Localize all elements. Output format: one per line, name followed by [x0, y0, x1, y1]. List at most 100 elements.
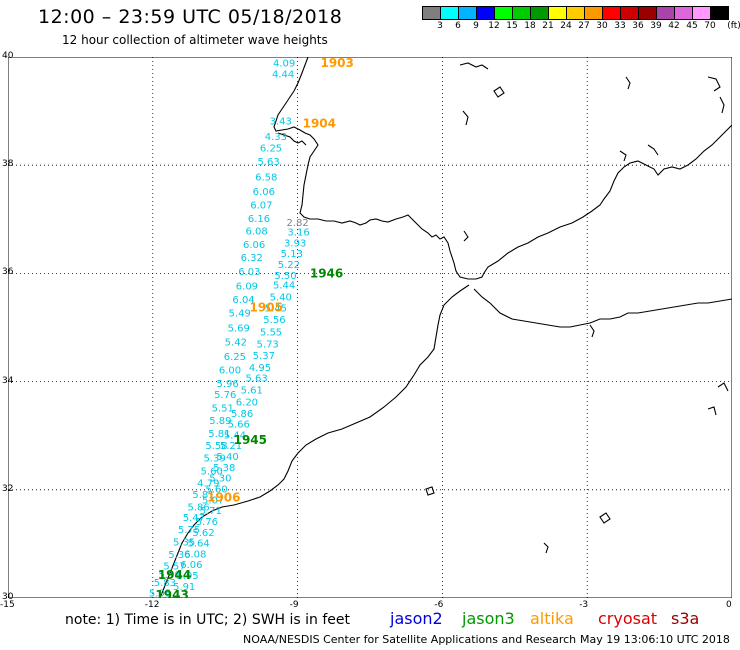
island-13: [717, 382, 729, 392]
wave-height-value: 5.62: [192, 528, 214, 539]
colorbar-label: 30: [596, 21, 608, 31]
island-15: [589, 324, 595, 338]
wave-height-value: 4.09: [273, 59, 295, 70]
island-11: [543, 542, 549, 554]
colorbar-swatch: [638, 6, 657, 20]
credit-line: NOAA/NESDIS Center for Satellite Applica…: [243, 633, 577, 646]
wave-height-value: 5.81: [192, 490, 214, 501]
wave-height-value: 5.42: [225, 337, 247, 348]
wave-height-value: 5.96: [216, 379, 238, 390]
colorbar-label: 12: [488, 21, 500, 31]
colorbar-swatch: [602, 6, 621, 20]
colorbar-swatch: [530, 6, 549, 20]
colorbar-swatch: [620, 6, 639, 20]
wave-height-value: 5.76: [196, 517, 218, 528]
pass-time-label: 1905: [250, 300, 283, 314]
wave-height-value: 2.82: [286, 218, 308, 229]
island-6: [719, 96, 725, 114]
colorbar-swatch: [548, 6, 567, 20]
satellite-legend-jason3: jason3: [462, 609, 515, 628]
wave-height-value: 5.71: [200, 506, 222, 517]
wave-height-value: 5.30: [209, 474, 231, 485]
wave-height-value: 5.91: [173, 582, 195, 593]
coastline-tagus: [277, 132, 307, 146]
pass-time-label: 1945: [234, 433, 267, 447]
colorbar-label: 9: [473, 21, 479, 31]
colorbar-swatch: [422, 6, 441, 20]
wave-height-value: 5.64: [188, 539, 210, 550]
wave-height-value: 5.22: [278, 260, 300, 271]
latitude-tick-label: 40: [2, 51, 14, 61]
wave-height-value: 6.08: [184, 549, 206, 560]
colorbar-label: 18: [524, 21, 536, 31]
colorbar: [422, 6, 729, 20]
wave-height-value: 6.58: [255, 172, 277, 183]
wave-height-value: 4.95: [249, 363, 271, 374]
latitude-tick-label: 34: [2, 375, 14, 386]
generation-timestamp: May 19 13:06:10 UTC 2018: [580, 633, 730, 646]
wave-height-value: 6.09: [236, 282, 258, 293]
colorbar-swatch: [710, 6, 729, 20]
map-subtitle: 12 hour collection of altimeter wave hei…: [62, 33, 328, 47]
wave-height-value: 6.25: [260, 144, 282, 155]
wave-height-value: 5.07: [202, 495, 224, 506]
wave-height-value: 5.50: [274, 271, 296, 282]
wave-height-value: 5.90: [159, 570, 181, 581]
island-14: [707, 406, 717, 416]
colorbar-labels: 3 6 9 12 15 18 21 24 27 30 33 36 39 42 45 70 (ft): [422, 21, 740, 33]
wave-height-value: 5.51: [212, 403, 234, 414]
colorbar-label: 24: [560, 21, 572, 31]
island-3: [462, 110, 469, 126]
wave-height-value: 5.83: [154, 578, 176, 589]
colorbar-label: 15: [506, 21, 518, 31]
wave-height-value: 5.13: [281, 249, 303, 260]
pass-time-label: 1904: [303, 116, 336, 130]
wave-height-value: 6.32: [241, 253, 263, 264]
wave-height-value: 4.33: [265, 132, 287, 143]
island-12: [463, 230, 469, 242]
longitude-tick-label: -6: [434, 600, 444, 610]
wave-height-value: 4.44: [272, 70, 294, 81]
colorbar-label: 36: [632, 21, 644, 31]
wave-height-value: 5.40: [216, 452, 238, 463]
wave-height-value: 5.69: [228, 323, 250, 334]
island-4: [625, 76, 631, 90]
wave-height-value: 6.07: [250, 200, 272, 211]
wave-height-value: 5.47: [183, 513, 205, 524]
latitude-tick-label: 36: [2, 267, 14, 278]
graticule: [8, 57, 732, 598]
pass-time-label: 1944: [158, 568, 191, 582]
coastline: [159, 57, 732, 598]
colorbar-label: 45: [686, 21, 698, 31]
wave-height-value: 6.16: [248, 214, 270, 225]
wave-height-value: 5.57: [163, 561, 185, 572]
colorbar-swatch: [476, 6, 495, 20]
longitude-tick-label: -12: [144, 600, 160, 610]
wave-height-value: 6.08: [245, 226, 267, 237]
wave-height-value: 5.81: [208, 429, 230, 440]
satellite-legend-altika: altika: [530, 609, 574, 628]
latitude-tick-label: 32: [2, 483, 14, 494]
wave-height-value: 5.21: [220, 441, 242, 452]
island-7: [647, 144, 659, 156]
colorbar-swatch: [674, 6, 693, 20]
wave-height-value: 5.36: [168, 550, 190, 561]
wave-height-value: 6.06: [180, 560, 202, 571]
wave-height-value: 5.44: [224, 430, 246, 441]
wave-height-value: 5.86: [188, 502, 210, 513]
wave-height-value: 6.06: [243, 240, 265, 251]
colorbar-swatch: [656, 6, 675, 20]
wave-height-value: 6.20: [236, 397, 258, 408]
colorbar-swatch: [584, 6, 603, 20]
wave-height-value: 5.63: [258, 157, 280, 168]
colorbar-label: 6: [455, 21, 461, 31]
longitude-tick-label: 0: [726, 600, 732, 610]
satellite-legend-cryosat: cryosat: [598, 609, 658, 628]
wave-height-value: 5.73: [257, 340, 279, 351]
colorbar-label: 39: [650, 21, 662, 31]
wave-height-value: 5.61: [241, 386, 263, 397]
colorbar-swatch: [512, 6, 531, 20]
wave-height-value: 5.63: [245, 374, 267, 385]
wave-height-value: 5.37: [253, 351, 275, 362]
colorbar-label: 27: [578, 21, 590, 31]
